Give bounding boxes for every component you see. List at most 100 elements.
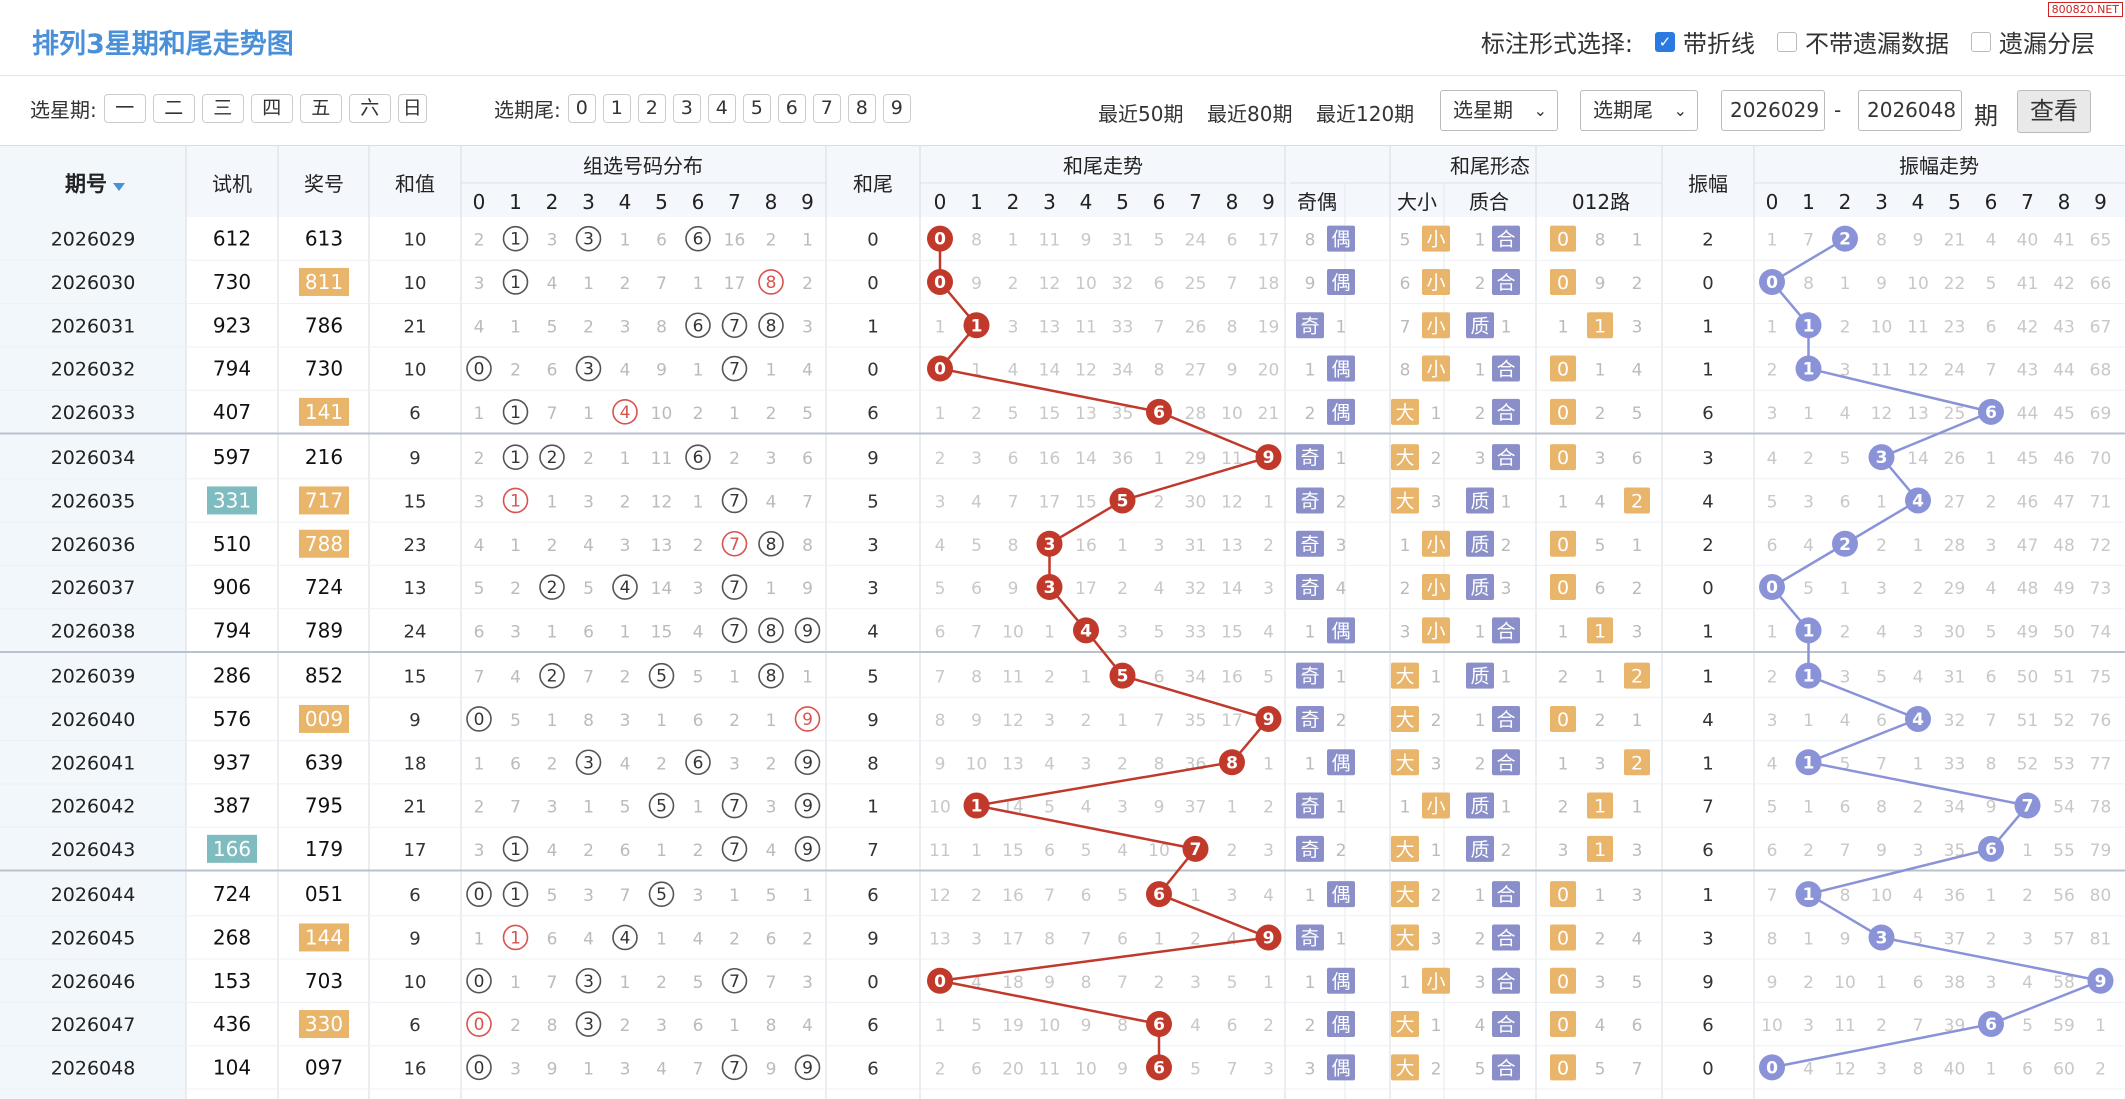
- tail-miss-count: 37: [1185, 798, 1207, 818]
- tail-button-8[interactable]: 8: [847, 94, 876, 123]
- group-miss-count: 1: [620, 449, 631, 469]
- tail-button-0[interactable]: 0: [567, 94, 596, 123]
- tail-miss-count: 5: [971, 536, 982, 556]
- size-badge: 小: [1426, 971, 1445, 993]
- option-with-line[interactable]: ✓ 带折线: [1655, 24, 1755, 59]
- amp-miss-count: 34: [1944, 798, 1966, 818]
- amp-ball-digit: 1: [1803, 360, 1815, 380]
- group-hit-circle: [466, 967, 492, 994]
- tail-button-6[interactable]: 6: [777, 94, 806, 123]
- checkbox-checked-icon[interactable]: ✓: [1655, 31, 1675, 52]
- group-miss-count: 7: [766, 973, 777, 993]
- checkbox-icon[interactable]: [1777, 31, 1797, 52]
- tail-value: 9: [867, 928, 878, 949]
- tail-ball: [1109, 662, 1136, 689]
- tail-button-2[interactable]: 2: [637, 94, 666, 123]
- parity-badge-bg: [1327, 881, 1355, 908]
- tail-ball-digit: 0: [934, 230, 946, 250]
- group-miss-count: 9: [802, 579, 813, 599]
- tail-ball-digit: 5: [1117, 491, 1129, 511]
- size-badge: 小: [1426, 620, 1445, 642]
- tail-button-4[interactable]: 4: [707, 94, 736, 123]
- option-missing-layer[interactable]: 遗漏分层: [1971, 24, 2095, 59]
- size-badge: 小: [1426, 534, 1445, 556]
- recent-50-link[interactable]: 最近50期: [1098, 102, 1184, 126]
- group-miss-count: 1: [729, 886, 740, 906]
- amp-value: 1: [1702, 667, 1713, 688]
- weekday-button-5[interactable]: 五: [299, 94, 342, 123]
- parity-badge: 奇: [1300, 534, 1319, 556]
- amp-miss-count: 5: [1767, 798, 1778, 818]
- amp-value: 3: [1702, 448, 1713, 469]
- amp-miss-count: 25: [1944, 404, 1966, 424]
- group-miss-count: 3: [729, 754, 740, 774]
- checkbox-icon[interactable]: [1971, 31, 1991, 52]
- route-miss: 4: [1632, 361, 1643, 381]
- issue-column-bg: [0, 146, 186, 1099]
- prime-miss: 2: [1501, 536, 1512, 556]
- amp-miss-count: 1: [1803, 798, 1814, 818]
- amp-miss-count: 47: [2017, 536, 2039, 556]
- start-issue-input[interactable]: 2026029: [1721, 90, 1825, 131]
- route-miss: 2: [1632, 274, 1643, 294]
- route-badge-bg: [1550, 530, 1576, 557]
- query-button[interactable]: 查看: [2017, 90, 2091, 133]
- prime-badge-bg: [1492, 705, 1520, 732]
- amp-miss-count: 45: [2053, 404, 2075, 424]
- tail-button-9[interactable]: 9: [882, 94, 911, 123]
- group-hit-circle: [575, 749, 602, 776]
- parity-badge-bg: [1327, 225, 1355, 252]
- prime-badge-bg: [1492, 881, 1520, 908]
- recent-120-link[interactable]: 最近120期: [1316, 102, 1415, 126]
- weekday-button-2[interactable]: 二: [152, 94, 195, 123]
- group-miss-count: 1: [620, 622, 631, 642]
- group-miss-count: 3: [510, 622, 521, 642]
- weekday-button-7[interactable]: 日: [397, 94, 427, 123]
- group-hit-circle: [648, 792, 675, 819]
- tail-button-7[interactable]: 7: [812, 94, 841, 123]
- route-miss: 2: [1558, 798, 1569, 818]
- prime-badge-bg: [1492, 749, 1520, 776]
- tail-select[interactable]: 选期尾 ⌄: [1580, 90, 1698, 131]
- prize-header: 奖号: [304, 172, 344, 196]
- group-hit-circle: [539, 574, 565, 600]
- amp-miss-count: 6: [1840, 798, 1851, 818]
- trial-number: 436: [213, 1012, 251, 1036]
- weekday-select[interactable]: 选星期 ⌄: [1440, 90, 1558, 131]
- amp-ball: [1905, 705, 1931, 732]
- weekday-button-3[interactable]: 三: [201, 94, 244, 123]
- option-no-missing[interactable]: 不带遗漏数据: [1777, 24, 1949, 59]
- tail-miss-count: 4: [1154, 579, 1165, 599]
- parity-badge-bg: [1296, 444, 1324, 471]
- end-issue-input[interactable]: 2026048: [1858, 90, 1962, 131]
- tail-ball: [963, 792, 990, 819]
- weekday-button-1[interactable]: 一: [103, 94, 146, 123]
- size-badge-bg: [1422, 312, 1450, 339]
- group-miss-count: 1: [766, 711, 777, 731]
- route-badge-bg: [1587, 617, 1613, 644]
- weekday-button-6[interactable]: 六: [348, 94, 391, 123]
- filter-bar: 选星期: 一 二 三 四 五 六 日 选期尾: 0 1 2 3 4 5 6 7 …: [0, 76, 2125, 146]
- route-badge: 1: [1594, 620, 1606, 642]
- size-miss: 3: [1431, 754, 1442, 774]
- prime-badge: 合: [1496, 359, 1515, 381]
- group-hit-digit: 8: [766, 535, 777, 555]
- recent-80-link[interactable]: 最近80期: [1207, 102, 1293, 126]
- sum-value: 10: [404, 273, 427, 294]
- tail-button-1[interactable]: 1: [602, 94, 631, 123]
- tail-miss-count: 3: [1190, 973, 1201, 993]
- amp-miss-count: 12: [1871, 404, 1893, 424]
- tail-miss-count: 1: [971, 361, 982, 381]
- amp-miss-count: 4: [1803, 1059, 1814, 1079]
- weekday-button-4[interactable]: 四: [250, 94, 293, 123]
- tail-button-5[interactable]: 5: [742, 94, 771, 123]
- amp-miss-count: 1: [1913, 754, 1924, 774]
- tail-miss-count: 11: [1039, 231, 1061, 251]
- trial-number: 794: [213, 618, 251, 642]
- amp-miss-count: 29: [1944, 579, 1966, 599]
- tail-button-3[interactable]: 3: [672, 94, 701, 123]
- prime-miss: 3: [1475, 973, 1486, 993]
- size-miss: 2: [1400, 579, 1411, 599]
- tail-miss-count: 2: [1263, 536, 1274, 556]
- route-miss: 1: [1595, 668, 1606, 688]
